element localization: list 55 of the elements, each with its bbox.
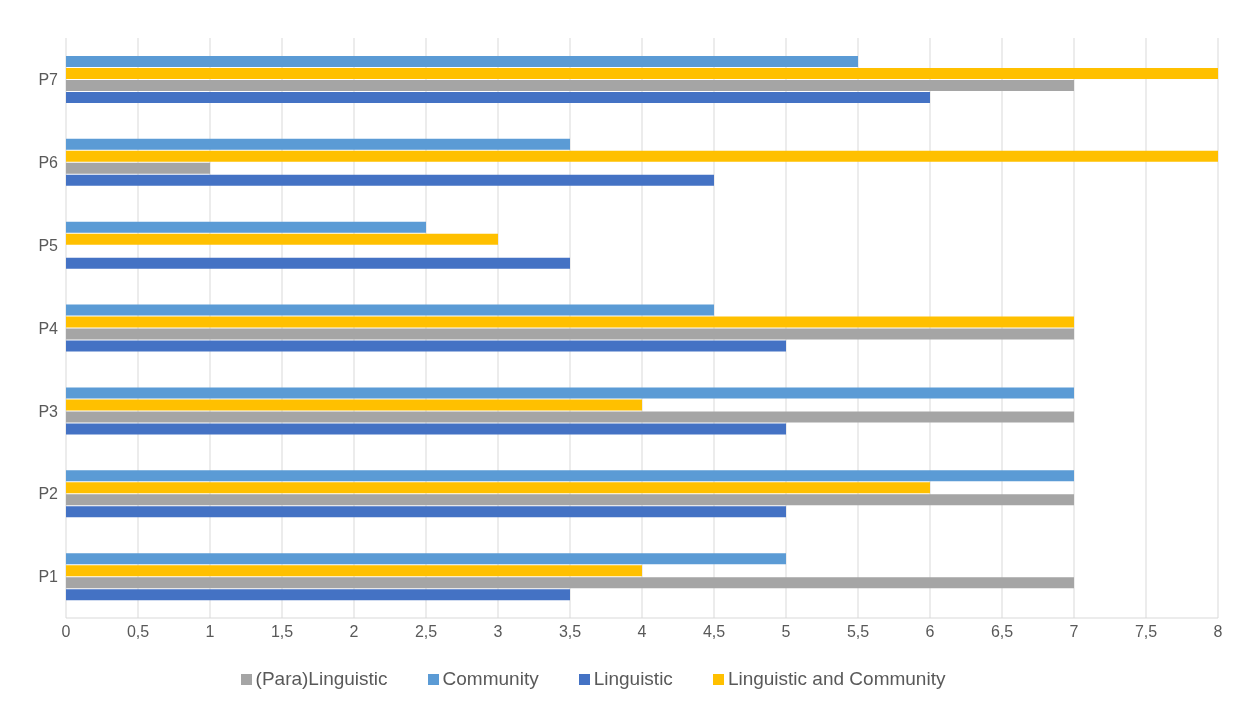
bar xyxy=(66,399,642,411)
legend-label: Linguistic xyxy=(593,668,673,689)
bar xyxy=(66,174,714,186)
bar xyxy=(66,80,1074,91)
bar xyxy=(66,150,1218,162)
legend-label: Community xyxy=(442,668,539,689)
x-tick-label: 3,5 xyxy=(558,623,582,641)
x-tick-label: 2 xyxy=(349,623,359,641)
x-tick-label: 3 xyxy=(493,623,503,641)
bar xyxy=(66,162,210,174)
x-tick-label: 7,5 xyxy=(1134,623,1158,641)
bar xyxy=(66,553,786,565)
x-tick-label: 1,5 xyxy=(270,623,294,641)
x-tick-label: 8 xyxy=(1213,623,1223,641)
y-tick-label: P5 xyxy=(38,236,59,254)
x-tick-label: 2,5 xyxy=(414,623,438,641)
y-tick-label: P3 xyxy=(38,402,59,420)
bar xyxy=(66,470,1074,482)
bar xyxy=(66,56,858,67)
y-tick-label: P2 xyxy=(38,485,59,503)
bar xyxy=(66,482,930,494)
bar xyxy=(66,304,714,316)
bar xyxy=(66,423,786,435)
y-tick-label: P1 xyxy=(38,568,59,586)
bar xyxy=(66,589,570,601)
bar xyxy=(66,68,1218,79)
y-tick-label: P6 xyxy=(38,153,59,171)
x-tick-label: 5 xyxy=(781,623,791,641)
x-tick-label: 1 xyxy=(205,623,215,641)
bar xyxy=(66,328,1074,340)
bar xyxy=(66,494,1074,506)
bar xyxy=(66,138,570,150)
bar xyxy=(66,340,786,352)
bar xyxy=(66,316,1074,328)
x-tick-label: 0,5 xyxy=(126,623,150,641)
bar xyxy=(66,577,1074,589)
x-tick-label: 7 xyxy=(1069,623,1079,641)
bar xyxy=(66,92,930,103)
bar xyxy=(66,506,786,518)
bar xyxy=(66,565,642,577)
bar xyxy=(66,411,1074,423)
x-tick-label: 6 xyxy=(925,623,935,641)
bar xyxy=(66,387,1074,399)
bar xyxy=(66,221,426,233)
x-tick-label: 0 xyxy=(61,623,71,641)
x-tick-label: 4 xyxy=(637,623,647,641)
y-tick-label: P4 xyxy=(38,319,59,337)
x-tick-label: 4,5 xyxy=(702,623,726,641)
y-tick-label: P7 xyxy=(38,71,59,89)
x-tick-label: 6,5 xyxy=(990,623,1014,641)
bar xyxy=(66,257,570,269)
legend-label: (Para)Linguistic xyxy=(255,668,388,689)
legend-label: Linguistic and Community xyxy=(727,668,946,689)
x-tick-label: 5,5 xyxy=(846,623,870,641)
bar xyxy=(66,233,498,245)
